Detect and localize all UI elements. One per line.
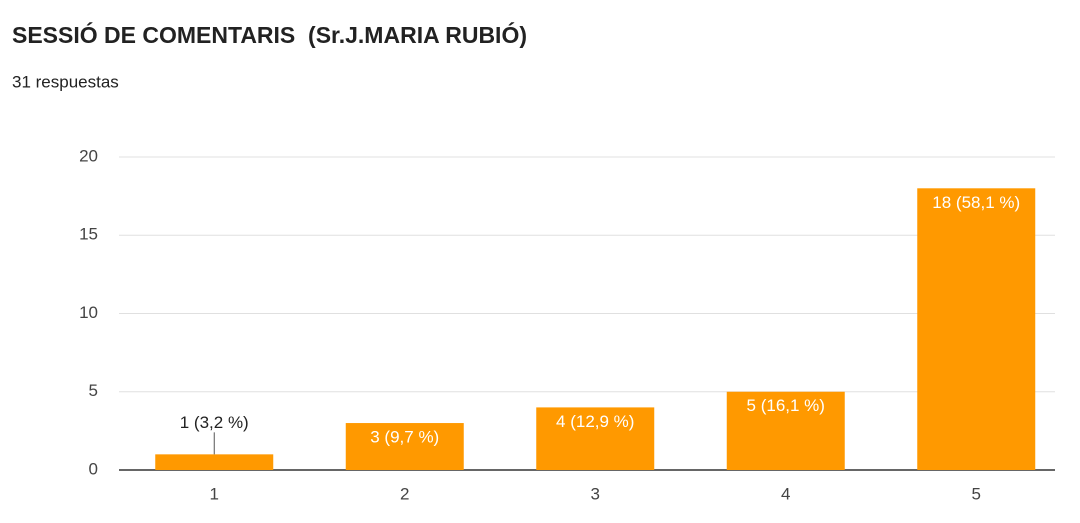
bar xyxy=(155,454,274,470)
data-label: 18 (58,1 %) xyxy=(932,193,1020,212)
data-label: 3 (9,7 %) xyxy=(370,428,439,447)
x-tick-label: 1 xyxy=(210,484,219,503)
data-label: 4 (12,9 %) xyxy=(556,412,634,431)
bar xyxy=(917,188,1036,471)
y-tick-label: 0 xyxy=(89,459,98,478)
y-tick-label: 10 xyxy=(79,303,98,322)
x-tick-label: 2 xyxy=(400,484,409,503)
chart-title: SESSIÓ DE COMENTARIS (Sr.J.MARIA RUBIÓ) xyxy=(12,21,527,48)
x-tick-label: 5 xyxy=(972,484,981,503)
data-label: 5 (16,1 %) xyxy=(747,396,825,415)
y-tick-label: 5 xyxy=(89,381,98,400)
x-tick-label: 3 xyxy=(591,484,600,503)
bar xyxy=(726,391,845,470)
chart-subtitle: 31 respuestas xyxy=(12,72,119,91)
bar xyxy=(345,423,464,470)
bar xyxy=(536,407,655,470)
x-tick-label: 4 xyxy=(781,484,790,503)
y-tick-label: 20 xyxy=(79,146,98,165)
data-label: 1 (3,2 %) xyxy=(180,413,249,432)
y-tick-label: 15 xyxy=(79,225,98,244)
